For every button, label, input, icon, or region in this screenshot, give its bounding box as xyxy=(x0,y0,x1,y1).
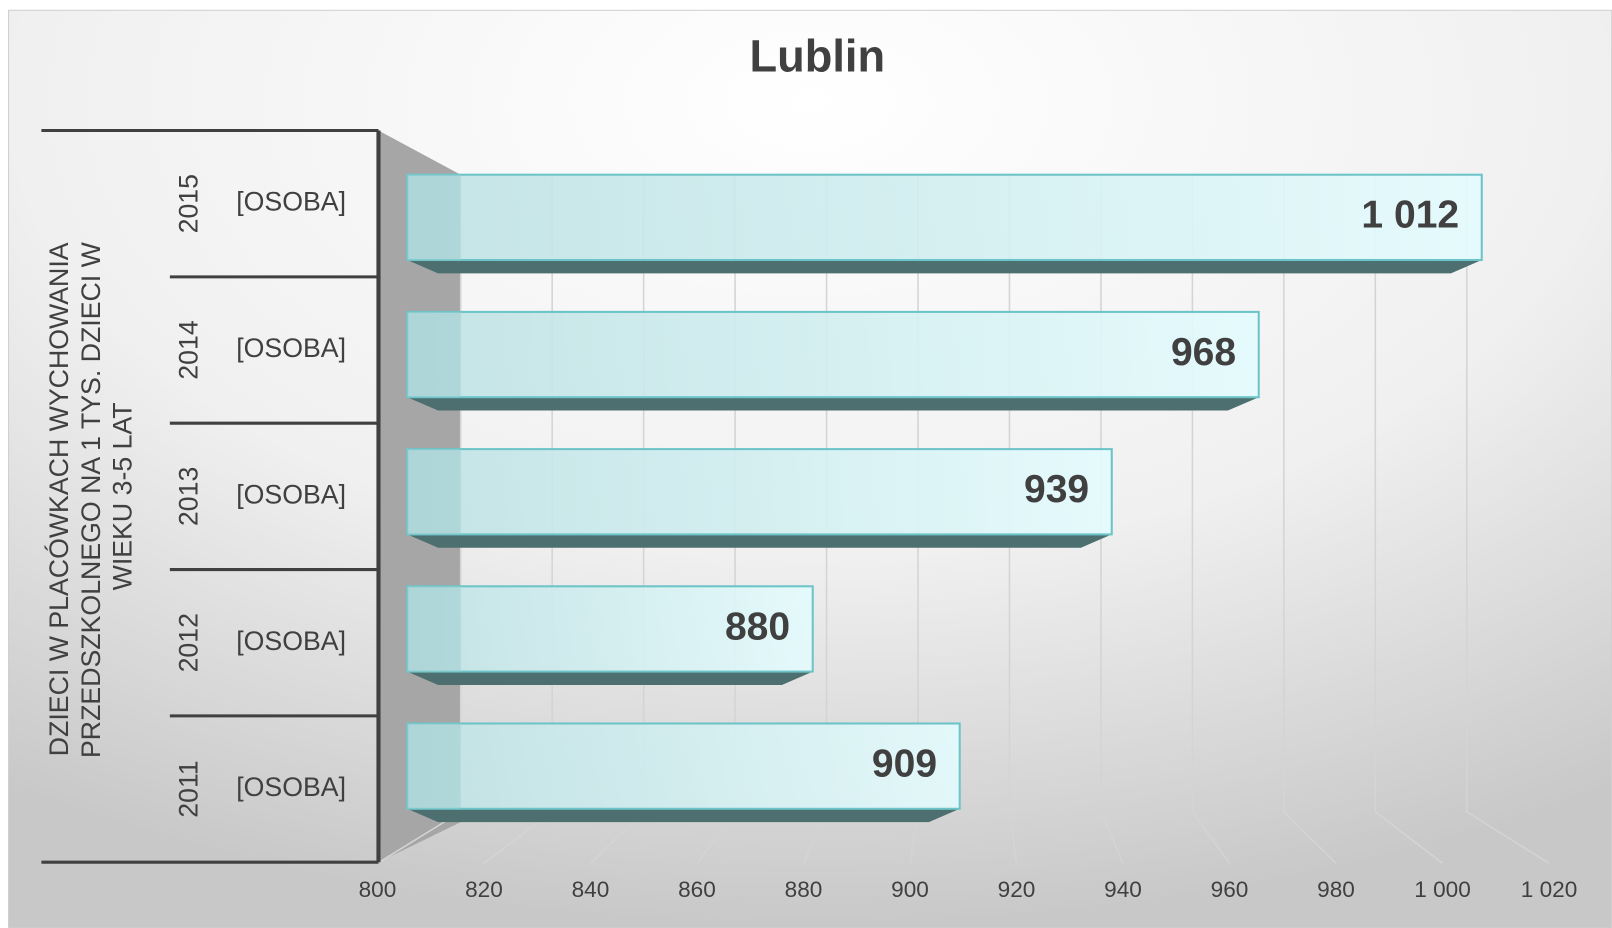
bar-depth xyxy=(407,808,960,823)
bar-depth xyxy=(407,671,813,685)
x-tick-label: 840 xyxy=(572,877,610,902)
bar-depth xyxy=(407,534,1112,548)
chart-title: Lublin xyxy=(750,31,886,82)
value-label: 880 xyxy=(725,605,790,648)
category-label: 2011 xyxy=(173,760,203,817)
category-label: 2013 xyxy=(173,467,203,526)
category-label: 2014 xyxy=(173,320,203,380)
x-tick-label: 860 xyxy=(678,877,716,902)
unit-label: [OSOBA] xyxy=(236,479,346,509)
x-tick-label: 1 000 xyxy=(1414,877,1471,902)
bar-shade xyxy=(407,449,461,535)
x-tick-label: 820 xyxy=(465,877,503,902)
group-label: DZIECI W PLACÓWKACH WYCHOWANIA PRZEDSZKO… xyxy=(43,235,138,758)
x-tick-label: 940 xyxy=(1104,877,1142,902)
value-label: 1 012 xyxy=(1361,194,1459,237)
bar-shade xyxy=(407,311,461,398)
bar xyxy=(406,173,1483,262)
value-label: 968 xyxy=(1171,331,1236,374)
bar xyxy=(406,310,1260,399)
unit-label: [OSOBA] xyxy=(236,772,346,802)
value-label: 909 xyxy=(872,742,937,785)
x-tick-label: 900 xyxy=(891,877,929,902)
value-label: 939 xyxy=(1024,468,1089,511)
bar xyxy=(406,448,1113,536)
unit-label: [OSOBA] xyxy=(236,187,346,217)
x-tick-label: 1 020 xyxy=(1521,877,1578,902)
bar-shade xyxy=(407,723,461,809)
x-tick-label: 960 xyxy=(1211,877,1249,902)
bar-depth xyxy=(407,260,1482,274)
category-label: 2012 xyxy=(173,613,203,672)
bar xyxy=(406,722,961,810)
grid-line xyxy=(1466,174,1550,864)
unit-label: [OSOBA] xyxy=(236,626,346,656)
category-label: 2015 xyxy=(173,174,203,233)
grid-line xyxy=(1283,174,1337,864)
grid-line xyxy=(1374,174,1443,864)
x-tick-label: 980 xyxy=(1317,877,1355,902)
x-tick-label: 920 xyxy=(998,877,1036,902)
bar-depth xyxy=(407,397,1259,411)
bar-shade xyxy=(407,586,461,672)
x-tick-label: 880 xyxy=(785,877,823,902)
bar xyxy=(406,585,814,673)
bar-shade xyxy=(407,174,461,261)
x-tick-label: 800 xyxy=(359,877,397,902)
unit-label: [OSOBA] xyxy=(236,333,346,363)
